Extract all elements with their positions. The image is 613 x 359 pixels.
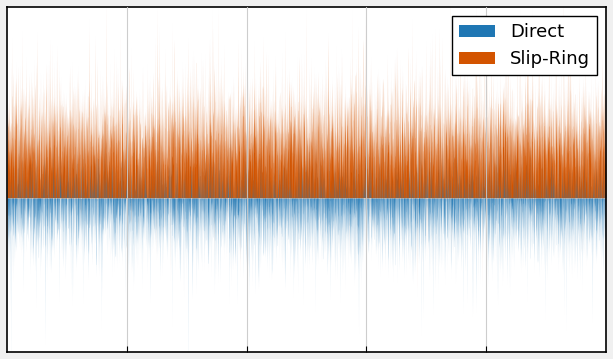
Legend: Direct, Slip-Ring: Direct, Slip-Ring <box>452 16 597 75</box>
